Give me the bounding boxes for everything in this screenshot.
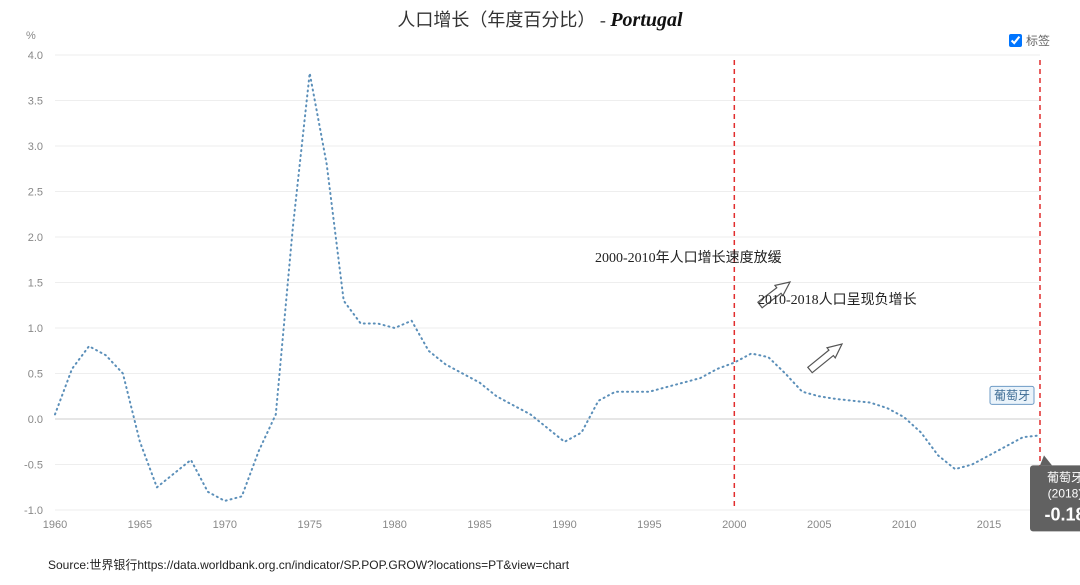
data-line [55,73,1040,501]
source-text: Source:世界银行https://data.worldbank.org.cn… [48,556,569,573]
svg-text:4.0: 4.0 [28,50,43,62]
svg-text:1995: 1995 [637,519,661,531]
svg-text:0.5: 0.5 [28,369,43,381]
svg-text:葡萄牙: 葡萄牙 [1047,470,1080,484]
svg-text:葡萄牙: 葡萄牙 [994,388,1030,402]
svg-text:1960: 1960 [43,519,67,531]
svg-text:2.5: 2.5 [28,187,43,199]
svg-text:2000: 2000 [722,519,746,531]
svg-text:1990: 1990 [552,519,576,531]
svg-text:1975: 1975 [297,519,321,531]
svg-text:1985: 1985 [467,519,491,531]
svg-text:2010-2018人口呈现负增长: 2010-2018人口呈现负增长 [758,292,917,308]
y-axis-ticks: -1.0 -0.5 0.0 0.5 1.0 1.5 2.0 2.5 3.0 3.5 4.0 [24,50,43,517]
svg-text:2005: 2005 [807,519,831,531]
svg-text:1980: 1980 [382,519,406,531]
annotations: 2000-2010年人口增长速度放缓 2010-2018人口呈现负增长 [595,250,917,375]
svg-text:2015: 2015 [977,519,1001,531]
chart-container: 人口增长（年度百分比） - Portugal % 标签 -1.0-0.50.00… [0,0,1080,585]
svg-text:(2018): (2018) [1048,486,1080,500]
chart-svg: -1.0 -0.5 0.0 0.5 1.0 1.5 2.0 2.5 3.0 3.5 4.0 1960… [0,0,1080,585]
svg-text:0.0: 0.0 [28,414,43,426]
series-end-label: 葡萄牙 [990,386,1034,404]
svg-text:-1.0: -1.0 [24,505,43,517]
svg-text:2000-2010年人口增长速度放缓: 2000-2010年人口增长速度放缓 [595,250,782,266]
svg-text:-0.18: -0.18 [1044,504,1080,524]
svg-text:2.0: 2.0 [28,232,43,244]
svg-text:-0.5: -0.5 [24,460,43,472]
svg-text:1970: 1970 [213,519,237,531]
x-axis-ticks: 1960 1965 1970 1975 1980 1985 1990 1995 2000 2005… [43,519,1002,531]
svg-text:1.0: 1.0 [28,323,43,335]
svg-text:3.5: 3.5 [28,96,43,108]
svg-text:1.5: 1.5 [28,278,43,290]
svg-text:1965: 1965 [128,519,152,531]
gridlines [55,55,1040,510]
tooltip: 葡萄牙 (2018) -0.18 [1030,455,1080,531]
svg-text:2010: 2010 [892,519,916,531]
svg-text:3.0: 3.0 [28,141,43,153]
